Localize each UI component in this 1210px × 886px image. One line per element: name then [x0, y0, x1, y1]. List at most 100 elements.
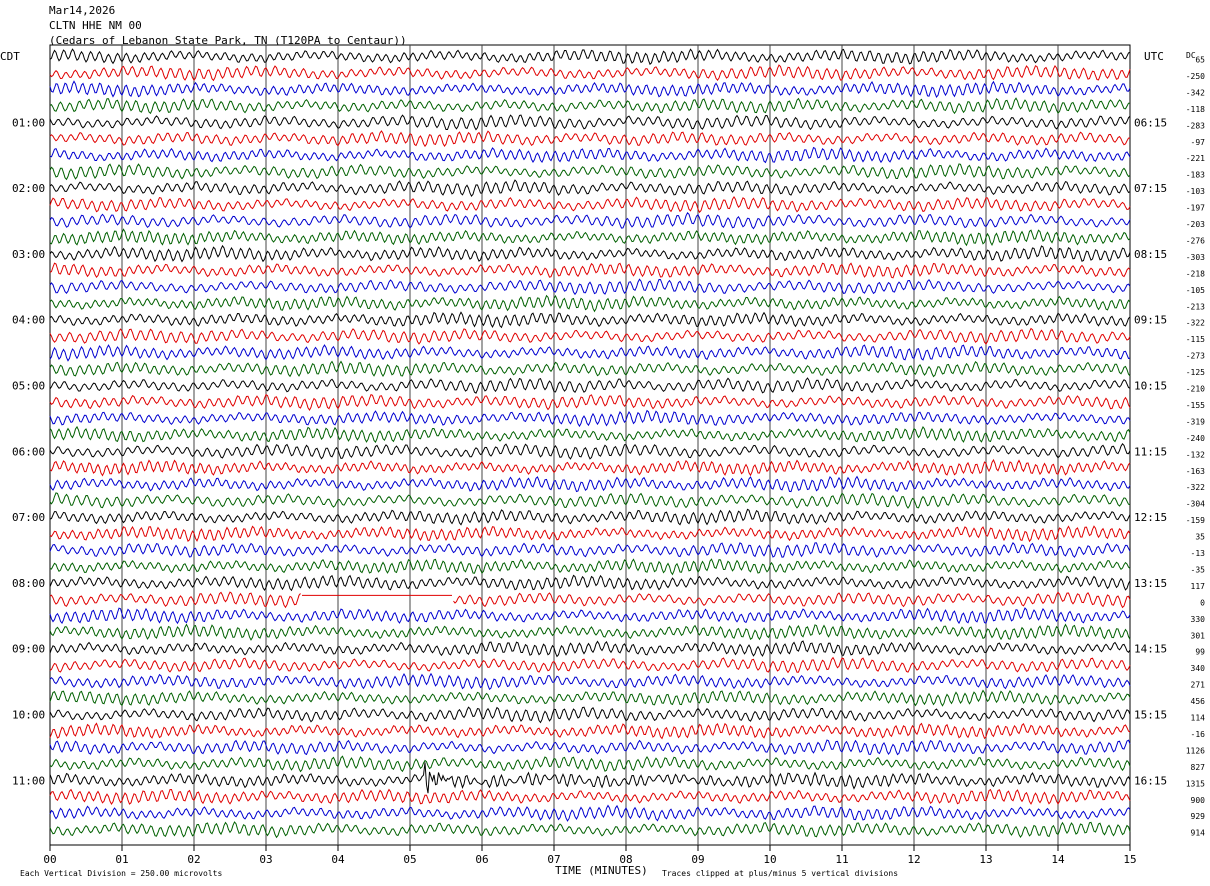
scale-note: Each Vertical Division = 250.00 microvol…	[20, 869, 222, 878]
dc-offset-label: -322	[1186, 319, 1205, 328]
x-tick-label: 10	[763, 853, 776, 866]
x-tick-label: 08	[619, 853, 632, 866]
utc-hour-label: 09:15	[1134, 314, 1167, 327]
seismic-trace	[49, 80, 1131, 98]
seismic-trace	[49, 195, 1131, 214]
cdt-hour-label: 10:00	[12, 709, 45, 722]
dc-offset-label: 456	[1191, 697, 1206, 706]
utc-hour-label: 15:15	[1134, 709, 1167, 722]
dc-offset-label: -115	[1186, 335, 1205, 344]
dc-offset-label: -13	[1191, 549, 1206, 558]
dc-offset-label: 330	[1191, 615, 1206, 624]
seismic-trace	[49, 558, 1131, 576]
utc-hour-label: 07:15	[1134, 182, 1167, 195]
seismic-trace	[49, 821, 1131, 839]
utc-hour-label: 16:15	[1134, 774, 1167, 787]
dc-label: DC	[1186, 51, 1196, 60]
seismic-trace	[49, 788, 1131, 805]
cdt-hour-label: 01:00	[12, 116, 45, 129]
seismic-trace	[49, 722, 1131, 740]
seismic-trace	[49, 97, 1131, 115]
seismic-trace	[49, 762, 1131, 794]
seismic-trace	[49, 475, 1131, 493]
seismic-trace	[49, 442, 1131, 460]
dc-offset-label: -221	[1186, 154, 1205, 163]
dc-offset-label: 271	[1191, 681, 1206, 690]
x-tick-label: 13	[979, 853, 992, 866]
dc-offset-label: 929	[1191, 812, 1206, 821]
seismic-trace	[49, 739, 1131, 756]
cdt-hour-label: 03:00	[12, 248, 45, 261]
dc-offset-label: -16	[1191, 730, 1206, 739]
seismic-trace	[49, 394, 1131, 411]
utc-hour-label: 12:15	[1134, 511, 1167, 524]
x-tick-label: 07	[547, 853, 560, 866]
seismic-trace	[49, 591, 1131, 609]
dc-offset-label: 827	[1191, 763, 1206, 772]
dc-offset-label: -210	[1186, 385, 1205, 394]
cdt-hour-label: 07:00	[12, 511, 45, 524]
x-tick-label: 03	[259, 853, 272, 866]
dc-offset-label: 301	[1191, 631, 1206, 640]
seismic-trace	[49, 492, 1131, 509]
utc-hour-label: 14:15	[1134, 643, 1167, 656]
dc-offset-label: -118	[1186, 105, 1205, 114]
seismic-trace	[49, 130, 1131, 148]
dc-offset-label: -322	[1186, 483, 1205, 492]
date-label: Mar14,2026	[49, 4, 116, 17]
plot-frame	[49, 44, 1131, 846]
dc-offset-label: -213	[1186, 302, 1205, 311]
dc-offset-label: 1126	[1186, 746, 1205, 755]
cdt-hour-label: 02:00	[12, 182, 45, 195]
dc-offset-label: 99	[1195, 648, 1205, 657]
location-label: (Cedars of Lebanon State Park, TN (T120P…	[49, 34, 407, 47]
dc-offset-label: -250	[1186, 72, 1205, 81]
dc-offset-label: -319	[1186, 417, 1205, 426]
x-tick-label: 06	[475, 853, 488, 866]
seismic-trace	[49, 327, 1131, 345]
dc-offset-label: 35	[1195, 533, 1205, 542]
clip-note: Traces clipped at plus/minus 5 vertical …	[662, 869, 898, 878]
dc-offset-label: -218	[1186, 269, 1205, 278]
utc-hour-label: 06:15	[1134, 116, 1167, 129]
x-tick-label: 14	[1051, 853, 1065, 866]
seismic-trace	[49, 294, 1131, 313]
dc-offset-label: -197	[1186, 204, 1205, 213]
seismic-trace	[49, 804, 1131, 822]
cdt-hour-label: 11:00	[12, 774, 45, 787]
seismic-trace	[49, 706, 1131, 724]
seismic-trace	[49, 542, 1131, 558]
x-tick-label: 15	[1123, 853, 1136, 866]
dc-offset-label: -132	[1186, 450, 1205, 459]
dc-offset-label: -276	[1186, 236, 1205, 245]
seismic-trace	[49, 672, 1131, 691]
seismic-trace	[49, 640, 1131, 658]
dc-offset-label: 114	[1191, 714, 1206, 723]
dc-offset-label: -342	[1186, 88, 1205, 97]
cdt-hour-label: 05:00	[12, 380, 45, 393]
seismic-trace	[49, 574, 1131, 592]
x-tick-label: 05	[403, 853, 416, 866]
seismic-trace	[49, 360, 1131, 378]
dc-offset-label: -155	[1186, 401, 1205, 410]
dc-offset-label: 117	[1191, 582, 1206, 591]
dc-offset-label: -97	[1191, 138, 1206, 147]
utc-axis-label: UTC	[1144, 50, 1164, 63]
utc-hour-label: 13:15	[1134, 577, 1167, 590]
dc-offset-label: 0	[1200, 598, 1205, 607]
dc-offset-label: -125	[1186, 368, 1205, 377]
dc-offset-label: -35	[1191, 565, 1206, 574]
dc-offset-label: -105	[1186, 286, 1205, 295]
dc-offset-label: -273	[1186, 352, 1205, 361]
dc-offset-label: -183	[1186, 171, 1205, 180]
x-tick-label: 09	[691, 853, 704, 866]
cdt-hour-label: 04:00	[12, 314, 45, 327]
dc-offset-label: -303	[1186, 253, 1205, 262]
utc-hour-label: 10:15	[1134, 380, 1167, 393]
dc-offset-label: -240	[1186, 434, 1205, 443]
dc-offset-label: -304	[1186, 500, 1205, 509]
dc-offset-label: 900	[1191, 796, 1206, 805]
dc-offset-label: -163	[1186, 467, 1205, 476]
seismic-trace	[49, 228, 1131, 247]
